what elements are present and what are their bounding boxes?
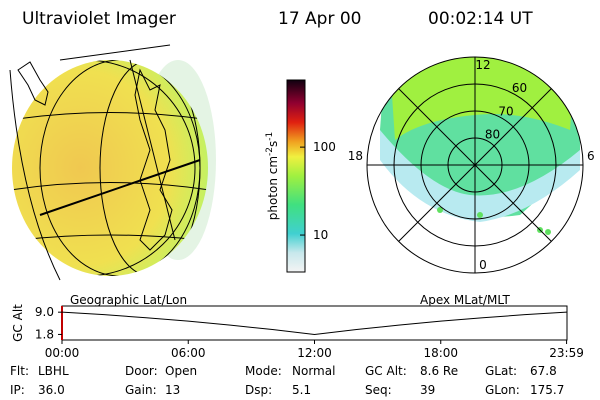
mlt-label: 0 [479,258,487,272]
lat-ring-label: 70 [498,104,513,118]
colorbar-label: photon cm-2s-1 [265,132,280,221]
info-label: Gain: [125,383,157,397]
mlt-label: 12 [475,58,490,72]
info-value: 8.6 Re [420,364,458,378]
x-tick-label: 06:00 [171,346,206,360]
info-value: 36.0 [38,383,65,397]
info-label: Mode: [245,364,282,378]
info-value: 5.1 [292,383,311,397]
info-value: LBHL [38,364,69,378]
y-tick-label: 9.0 [35,305,54,319]
info-value: 13 [165,383,180,397]
info-value: 175.7 [530,383,564,397]
lat-ring-label: 60 [512,81,527,95]
colorbar-tick-label: 100 [313,140,336,154]
x-tick-label: 23:59 [549,346,584,360]
info-value: Normal [292,364,335,378]
time: 00:02:14 UT [428,9,533,29]
x-tick-label: 12:00 [297,346,332,360]
mlt-label: 18 [348,149,363,163]
polar-image [380,57,580,235]
left-panel-label: Geographic Lat/Lon [70,293,187,307]
y-tick-label: 1.8 [35,327,54,341]
info-label: GLat: [485,364,517,378]
info-value: Open [165,364,197,378]
date: 17 Apr 00 [278,9,361,29]
info-label: GLon: [485,383,520,397]
altitude-line [61,311,567,335]
info-label: Seq: [365,383,392,397]
y-axis-label: GC Alt [11,304,25,342]
colorbar-tick-label: 10 [313,228,328,242]
colorbar [286,79,306,273]
globe-image [9,44,216,281]
lat-ring-label: 80 [485,128,500,142]
x-tick-label: 00:00 [45,346,80,360]
x-tick-label: 18:00 [423,346,458,360]
right-panel-label: Apex MLat/MLT [420,293,510,307]
info-label: Flt: [10,364,29,378]
info-label: IP: [10,383,25,397]
info-value: 67.8 [530,364,557,378]
info-label: Dsp: [245,383,272,397]
info-value: 39 [420,383,435,397]
mlt-label: 6 [587,149,595,163]
info-label: GC Alt: [365,364,407,378]
title: Ultraviolet Imager [22,9,176,29]
info-label: Door: [125,364,158,378]
